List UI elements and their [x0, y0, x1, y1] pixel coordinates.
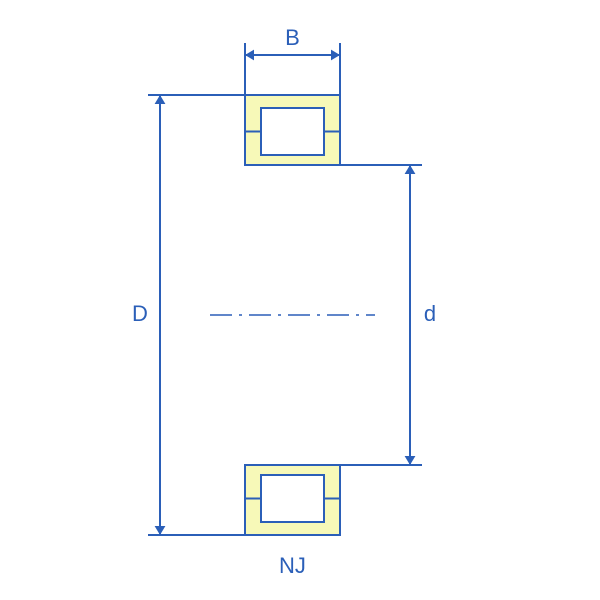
type-label: NJ: [279, 553, 306, 578]
outer-diameter-label: D: [132, 301, 148, 326]
width-label: B: [285, 25, 300, 50]
inner-diameter-label: d: [424, 301, 436, 326]
